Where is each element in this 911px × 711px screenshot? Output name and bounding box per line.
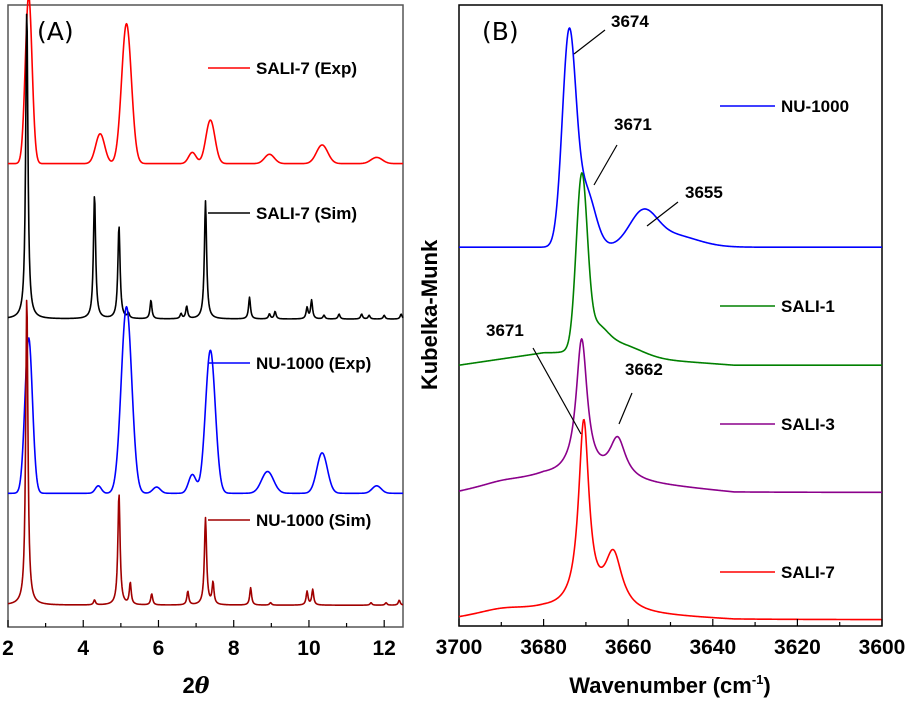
series-sali-3: SALI-3 — [458, 338, 883, 494]
panel-b-label: (B) — [482, 17, 519, 46]
panel-b-x-axis-title-main: Wavenumber (cm — [569, 673, 752, 698]
panel-a-label: (A) — [37, 17, 74, 46]
legend-label-nu-1000-sim: NU-1000 (Sim) — [256, 511, 371, 530]
panel-a-frame — [7, 4, 404, 628]
panel-b-x-axis-title: Wavenumber (cm-1) — [569, 672, 770, 698]
annotation-label: 3662 — [625, 360, 663, 379]
series-line-nu-1000-exp — [7, 305, 404, 495]
x-tick-label: 3620 — [774, 636, 821, 659]
series-line-nu-1000 — [458, 27, 883, 248]
legend-label-nu-1000: NU-1000 — [781, 97, 849, 116]
x-tick-label: 2 — [2, 637, 14, 660]
x-tick-label: 3640 — [689, 636, 736, 659]
annotation-3662: 3662 — [618, 360, 663, 425]
series-sali-1: SALI-1 — [458, 172, 883, 366]
series-line-sali-3 — [458, 338, 883, 494]
panel-b-y-axis-title: Kubelka-Munk — [417, 239, 442, 390]
annotation-leader-line — [593, 144, 618, 186]
annotation-3655: 3655 — [646, 183, 723, 227]
legend-label-sali-3: SALI-3 — [781, 415, 835, 434]
legend-label-sali-7: SALI-7 — [781, 563, 835, 582]
x-tick-label: 3660 — [605, 636, 652, 659]
panel-b-x-ticks: 3700 3680 3660 3640 3620 3600 — [436, 619, 906, 659]
panel-a-x-axis-title-prefix: 2 — [183, 673, 195, 698]
annotation-leader-line — [646, 201, 679, 227]
annotation-leader-line — [573, 29, 606, 55]
legend-label-nu-1000-exp: NU-1000 (Exp) — [256, 354, 371, 373]
series-nu-1000: NU-1000 — [458, 27, 883, 248]
x-tick-label: 3700 — [436, 636, 483, 659]
x-tick-label: 3680 — [520, 636, 567, 659]
annotation-label: 3674 — [611, 12, 649, 31]
x-tick-label: 6 — [153, 637, 165, 660]
series-line-sali-7-exp — [7, 0, 404, 165]
annotation-label: 3671 — [486, 321, 524, 340]
panel-b-annotations: 3674 3671 3655 3662 3671 — [486, 12, 723, 435]
panel-a-x-axis-title: 2θ — [183, 673, 210, 699]
panel-b-series-group: NU-1000 SALI-1 SALI-3 SALI-7 — [458, 27, 883, 621]
series-nu-1000-exp: NU-1000 (Exp) — [7, 305, 404, 495]
legend-label-sali-7-sim: SALI-7 (Sim) — [256, 204, 357, 223]
series-line-sali-7-sim — [7, 13, 404, 320]
x-tick-label: 3600 — [859, 636, 906, 659]
legend-label-sali-7-exp: SALI-7 (Exp) — [256, 59, 357, 78]
annotation-leader-line — [532, 347, 582, 435]
annotation-label: 3671 — [614, 115, 652, 134]
x-tick-label: 10 — [297, 637, 320, 660]
panel-b-x-axis-title-sup: -1 — [752, 672, 764, 687]
panel-b-x-axis-title-close: ) — [763, 673, 770, 698]
series-sali-7: SALI-7 — [458, 418, 883, 621]
annotation-3674: 3674 — [573, 12, 649, 55]
annotation-3671: 3671 — [593, 115, 652, 186]
panel-a-xrd-chart: (A) SALI-7 (Exp) SALI-7 (Sim) NU-1000 (Exp… — [2, 0, 404, 699]
annotation-label: 3655 — [685, 183, 723, 202]
panel-a-x-ticks: 2 4 6 8 10 12 — [2, 620, 396, 660]
series-sali-7-sim: SALI-7 (Sim) — [7, 13, 404, 320]
legend-label-sali-1: SALI-1 — [781, 297, 835, 316]
x-tick-label: 8 — [228, 637, 240, 660]
panel-a-series-group: SALI-7 (Exp) SALI-7 (Sim) NU-1000 (Exp) NU-… — [7, 0, 404, 606]
series-sali-7-exp: SALI-7 (Exp) — [7, 0, 404, 165]
series-line-nu-1000-sim — [7, 299, 404, 606]
annotation-leader-line — [618, 392, 633, 425]
series-line-sali-7 — [458, 418, 883, 621]
x-tick-label: 4 — [77, 637, 89, 660]
series-nu-1000-sim: NU-1000 (Sim) — [7, 299, 404, 606]
annotation-3671: 3671 — [486, 321, 582, 435]
x-tick-label: 12 — [373, 637, 396, 660]
panel-a-x-axis-title-symbol: θ — [195, 673, 210, 699]
series-line-sali-1 — [458, 172, 883, 366]
